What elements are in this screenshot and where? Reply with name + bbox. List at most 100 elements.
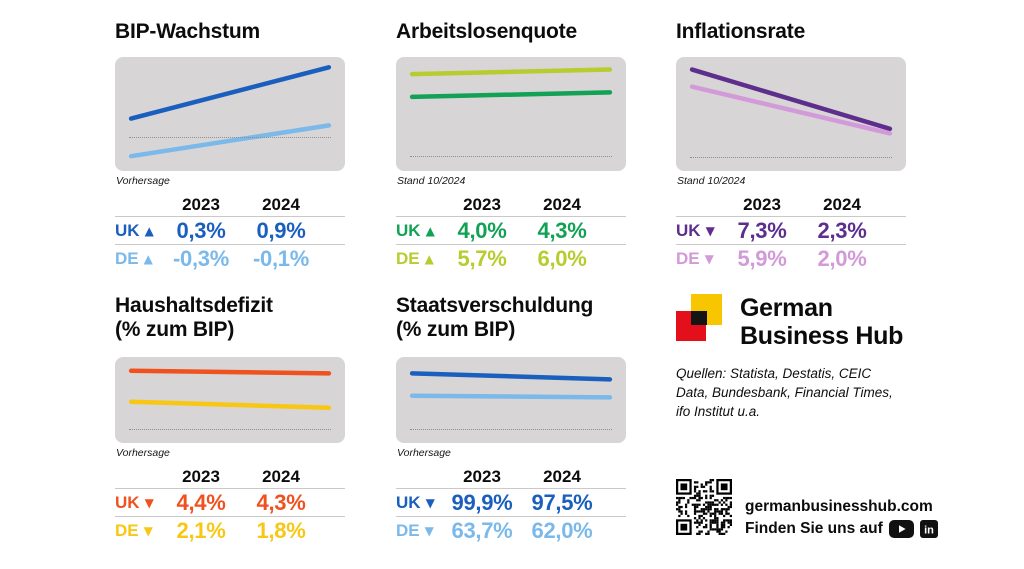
table-row-de: DE ▼ 5,9% 2,0% <box>676 245 906 272</box>
mini-chart <box>115 357 345 443</box>
table-header: 2023 2024 <box>396 194 626 217</box>
value-2023: 63,7% <box>451 517 513 543</box>
country-code: DE <box>676 248 700 268</box>
mini-chart <box>115 57 345 171</box>
mini-chart <box>396 357 626 443</box>
trend-down-icon: ▼ <box>143 523 153 538</box>
qr-code-icon <box>676 479 732 535</box>
trend-down-icon: ▼ <box>704 251 714 266</box>
youtube-icon <box>888 519 914 538</box>
values-table: 2023 2024 UK ▼ 99,9% 97,5% DE ▼ 63,7% 62,0… <box>396 466 626 544</box>
country-code: UK <box>115 492 140 512</box>
trend-down-icon: ▼ <box>705 223 715 238</box>
chart-line-de <box>692 87 890 134</box>
card-title-line: Staatsverschuldung <box>396 294 594 317</box>
brand-name-line: Business Hub <box>740 322 904 350</box>
value-2023: 99,9% <box>451 489 513 515</box>
value-2023: 4,0% <box>457 217 507 243</box>
country-label: UK ▲ <box>115 221 161 241</box>
table-row-uk: UK ▼ 7,3% 2,3% <box>676 217 906 245</box>
social-row: Finden Sie uns auf in <box>745 519 938 538</box>
value-2024: 4,3% <box>256 489 306 515</box>
country-label: DE ▼ <box>396 521 442 541</box>
card-title: BIP-Wachstum <box>115 20 345 57</box>
country-label: DE ▲ <box>115 249 161 269</box>
table-row-de: DE ▲ -0,3% -0,1% <box>115 245 345 272</box>
trend-up-icon: ▲ <box>143 251 153 266</box>
country-code: UK <box>676 220 701 240</box>
linkedin-icon: in <box>919 519 938 538</box>
country-code: DE <box>115 520 139 540</box>
social-prompt: Finden Sie uns auf <box>745 519 883 537</box>
value-2024: -0,1% <box>253 245 309 271</box>
sources-text: Quellen: Statista, Destatis, CEIC Data, … <box>676 366 893 420</box>
chart-note: Vorhersage <box>397 447 451 459</box>
card-title: Inflationsrate <box>676 20 906 57</box>
value-2024: 0,9% <box>256 217 306 243</box>
chart-note: Stand 10/2024 <box>677 175 746 187</box>
year-header: 2024 <box>262 467 300 486</box>
year-header: 2023 <box>182 195 220 214</box>
trend-down-icon: ▼ <box>424 523 434 538</box>
table-row-de: DE ▼ 2,1% 1,8% <box>115 517 345 544</box>
table-row-uk: UK ▼ 99,9% 97,5% <box>396 489 626 517</box>
country-label: DE ▼ <box>115 521 161 541</box>
card-title: Arbeitslosenquote <box>396 20 626 57</box>
trend-up-icon: ▲ <box>144 223 154 238</box>
year-header: 2024 <box>262 195 300 214</box>
value-2023: 5,7% <box>457 245 507 271</box>
value-2024: 6,0% <box>537 245 587 271</box>
values-table: 2023 2024 UK ▲ 0,3% 0,9% DE ▲ -0,3% -0,1% <box>115 194 345 272</box>
footer: germanbusinesshub.com Finden Sie uns auf… <box>676 479 938 538</box>
brand-name: German Business Hub <box>740 294 903 350</box>
value-2024: 1,8% <box>256 517 306 543</box>
zero-baseline <box>409 156 613 158</box>
card-title-line: BIP-Wachstum <box>115 20 260 43</box>
year-header: 2024 <box>543 467 581 486</box>
table-header: 2023 2024 <box>115 194 345 217</box>
mini-chart <box>676 57 906 171</box>
trend-chart <box>115 57 345 171</box>
card-title-line: Haushaltsdefizit <box>115 294 273 317</box>
table-header: 2023 2024 <box>115 466 345 489</box>
mini-chart <box>396 57 626 171</box>
chart-line-uk <box>412 92 610 97</box>
country-code: UK <box>115 220 140 240</box>
indicator-card: Staatsverschuldung (% zum BIP) Vorhersage… <box>396 294 626 544</box>
chart-line-uk <box>131 67 329 118</box>
trend-chart <box>396 57 626 171</box>
indicator-card: BIP-Wachstum Vorhersage 2023 2024 UK ▲ 0,… <box>115 20 345 272</box>
chart-line-uk <box>412 373 610 379</box>
table-row-uk: UK ▲ 0,3% 0,9% <box>115 217 345 245</box>
year-header: 2023 <box>463 467 501 486</box>
indicator-card: Haushaltsdefizit (% zum BIP) Vorhersage 2… <box>115 294 345 544</box>
card-title-line: (% zum BIP) <box>396 318 516 342</box>
value-2024: 97,5% <box>531 489 593 515</box>
website-text: germanbusinesshub.com <box>745 498 933 515</box>
year-header: 2024 <box>543 195 581 214</box>
card-title: Staatsverschuldung (% zum BIP) <box>396 294 626 357</box>
value-2023: 7,3% <box>737 217 787 243</box>
country-label: UK ▲ <box>396 221 442 241</box>
trend-chart <box>676 57 906 171</box>
country-code: DE <box>396 520 420 540</box>
zero-baseline <box>409 429 613 431</box>
country-label: UK ▼ <box>676 221 722 241</box>
table-header: 2023 2024 <box>676 194 906 217</box>
trend-chart <box>396 357 626 443</box>
value-2023: 0,3% <box>176 217 226 243</box>
table-row-uk: UK ▲ 4,0% 4,3% <box>396 217 626 245</box>
value-2023: 4,4% <box>176 489 226 515</box>
chart-note: Stand 10/2024 <box>397 175 466 187</box>
value-2024: 62,0% <box>531 517 593 543</box>
year-header: 2023 <box>182 467 220 486</box>
brand-name-line: German <box>740 294 833 322</box>
chart-line-de <box>131 125 329 156</box>
country-label: DE ▼ <box>676 249 722 269</box>
card-title: Haushaltsdefizit (% zum BIP) <box>115 294 345 357</box>
card-title-line: Inflationsrate <box>676 20 806 43</box>
zero-baseline <box>689 157 893 159</box>
trend-chart <box>115 357 345 443</box>
brand-row: German Business Hub <box>676 294 914 350</box>
